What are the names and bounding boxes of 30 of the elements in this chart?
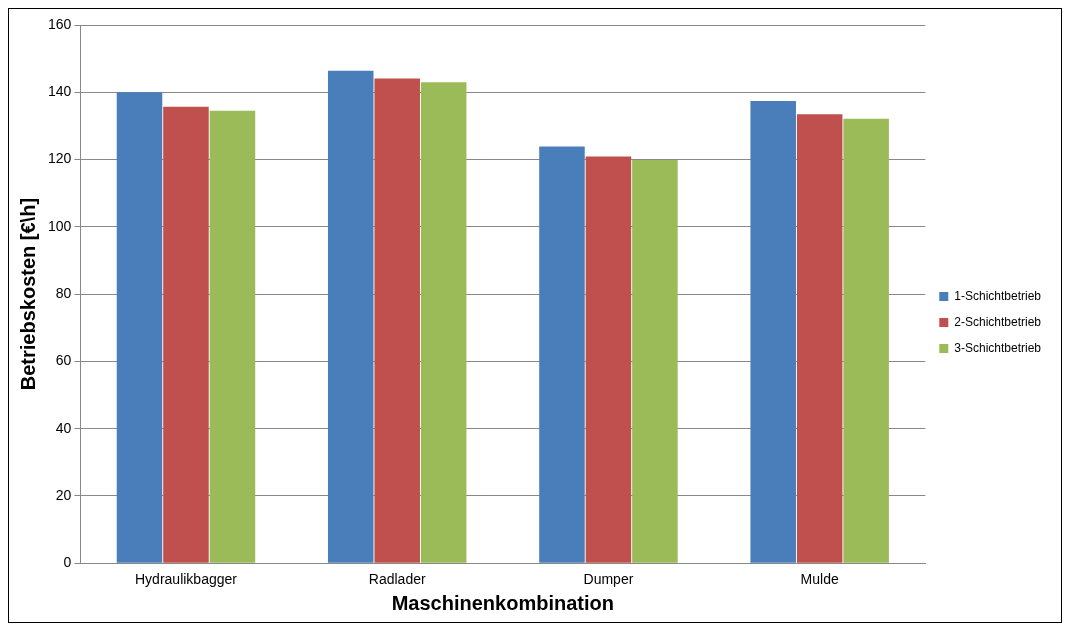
bar xyxy=(116,92,163,563)
x-axis-title: Maschinenkombination xyxy=(391,591,614,614)
y-tick-label: 160 xyxy=(48,15,72,32)
y-tick-label: 0 xyxy=(63,554,72,571)
y-tick-label: 80 xyxy=(55,284,72,301)
bar xyxy=(796,114,843,563)
y-tick-label: 20 xyxy=(55,486,72,503)
y-tick-label: 60 xyxy=(55,352,72,369)
bar xyxy=(750,101,796,563)
bar xyxy=(539,146,585,563)
y-axis-title: Betriebskosten [€\h] xyxy=(16,197,39,391)
bar xyxy=(374,78,420,563)
y-tick-label: 100 xyxy=(48,217,72,234)
y-tick-label: 120 xyxy=(48,150,72,167)
x-tick-label: Dumper xyxy=(583,571,634,588)
bar xyxy=(585,156,632,563)
bar xyxy=(327,70,374,563)
bar xyxy=(843,118,889,563)
legend-label: 1-Schichtbetrieb xyxy=(954,288,1042,303)
bar xyxy=(632,159,678,563)
x-tick-label: Mulde xyxy=(800,571,839,588)
y-tick-label: 140 xyxy=(48,83,72,100)
x-tick-label: Hydraulikbagger xyxy=(135,571,238,588)
bar xyxy=(420,82,467,563)
legend-label: 3-Schichtbetrieb xyxy=(954,340,1042,355)
x-tick-label: Radlader xyxy=(368,571,426,588)
legend-label: 2-Schichtbetrieb xyxy=(954,314,1042,329)
y-tick-label: 40 xyxy=(55,419,72,436)
bar xyxy=(163,106,209,563)
bar xyxy=(209,110,256,563)
